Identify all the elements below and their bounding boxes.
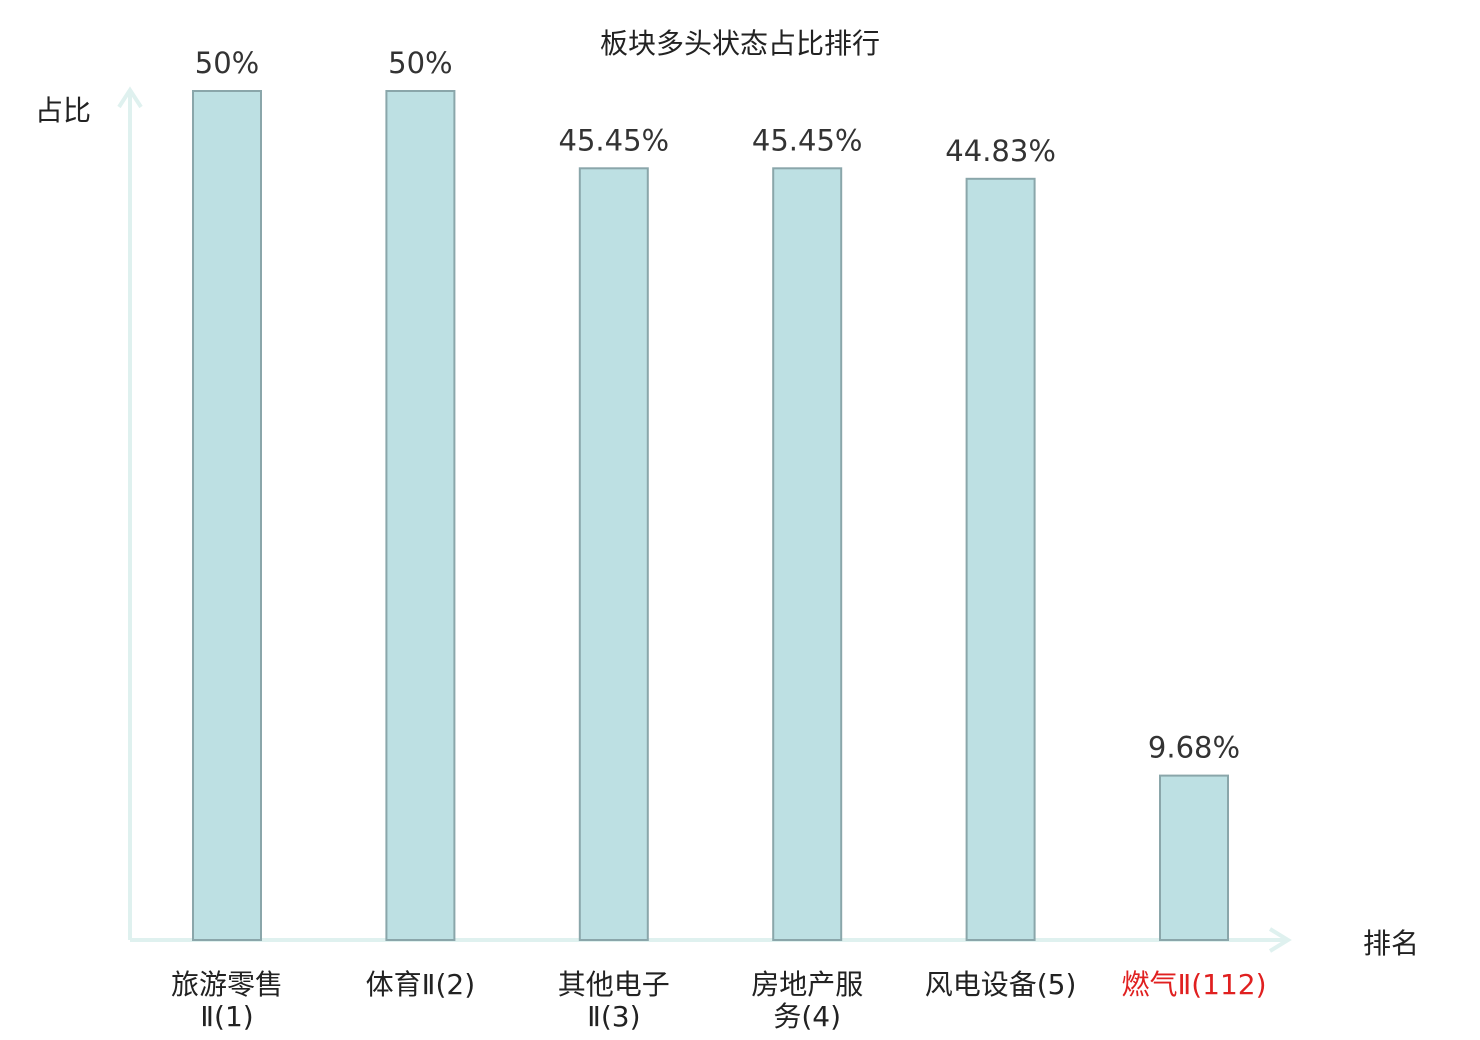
value-label-2: 50%	[388, 46, 452, 80]
bar-6	[1159, 774, 1229, 941]
value-label-6: 9.68%	[1148, 731, 1240, 765]
value-label-1: 50%	[195, 46, 259, 80]
value-label-4: 45.45%	[752, 123, 863, 157]
bar-5	[965, 177, 1036, 942]
category-label-3-line-1: 其他电子	[558, 968, 670, 1001]
x-axis-arrow	[1268, 927, 1292, 953]
bars-group	[192, 90, 1229, 942]
category-label-3-line-2: Ⅱ(3)	[587, 1000, 640, 1033]
category-label-1-line-1: 旅游零售	[171, 968, 283, 1001]
bar-1	[192, 90, 262, 941]
bar-4	[772, 167, 843, 942]
value-label-3: 45.45%	[559, 123, 670, 157]
y-axis-title: 占比	[35, 94, 91, 127]
category-label-4-line-2: 务(4)	[773, 1000, 841, 1033]
category-label-2: 体育Ⅱ(2)	[366, 968, 475, 1001]
x-axis-title: 排名	[1363, 927, 1419, 960]
category-label-5: 风电设备(5)	[925, 968, 1077, 1001]
y-axis-arrow	[117, 86, 143, 109]
category-label-1-line-2: Ⅱ(1)	[200, 1000, 253, 1033]
bar-2	[385, 90, 456, 941]
chart-title: 板块多头状态占比排行	[600, 27, 880, 60]
category-label-6: 燃气Ⅱ(112)	[1121, 968, 1266, 1001]
bar-3	[578, 167, 649, 942]
value-labels-group: 50% 50% 45.45% 45.45% 44.83% 9.68%	[195, 46, 1240, 765]
value-label-5: 44.83%	[945, 134, 1056, 168]
category-label-4-line-1: 房地产服	[751, 968, 863, 1001]
